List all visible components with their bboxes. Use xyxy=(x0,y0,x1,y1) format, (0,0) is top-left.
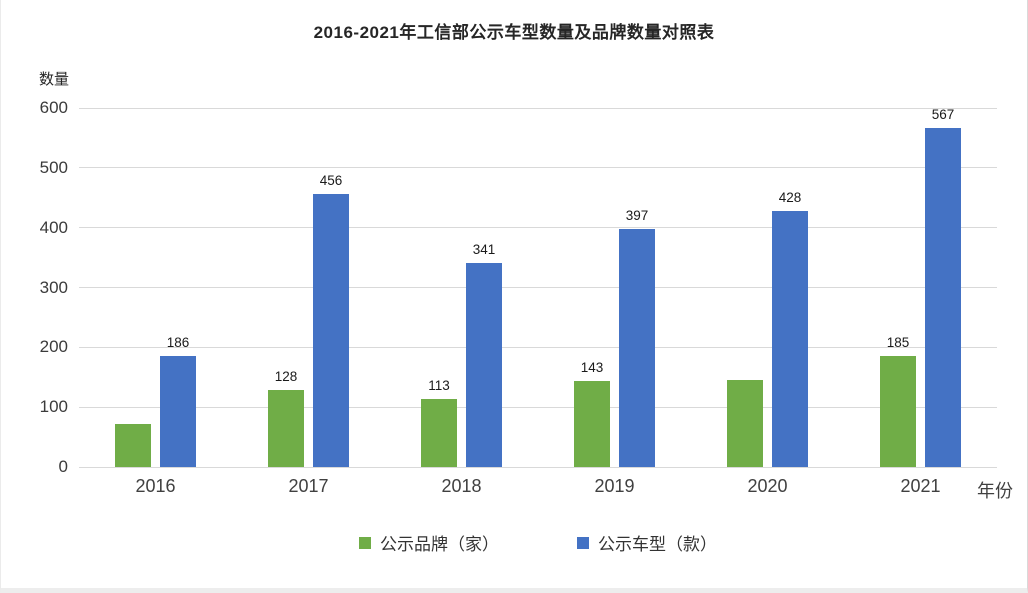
chart-title: 2016-2021年工信部公示车型数量及品牌数量对照表 xyxy=(313,23,715,42)
y-tick-label-100: 100 xyxy=(39,397,68,417)
gridline-300 xyxy=(79,287,997,288)
legend-swatch-icon xyxy=(577,536,589,549)
bar-公示品牌（家）-2018 xyxy=(421,399,457,467)
x-tick-label-2016: 2016 xyxy=(135,476,176,496)
data-label-2019-1: 397 xyxy=(625,208,649,223)
data-label-2021-0: 185 xyxy=(886,335,910,350)
y-tick-label-600: 600 xyxy=(39,98,68,117)
plot-area: 186 128 456 113 341 143 397 428 185 567 xyxy=(79,107,997,468)
x-axis-title: 年份 xyxy=(977,481,1013,501)
legend-swatch-icon xyxy=(359,536,371,549)
x-tick-label-2020: 2020 xyxy=(747,476,788,496)
x-tick-label-2018: 2018 xyxy=(441,476,482,496)
gridline-200 xyxy=(79,346,997,348)
y-tick-label-200: 200 xyxy=(39,337,68,357)
bar-公示车型（款）-2019 xyxy=(619,229,655,467)
bar-公示品牌（家）-2019 xyxy=(574,381,610,467)
gridline-0 xyxy=(79,466,997,468)
y-tick-label-0: 0 xyxy=(58,457,68,476)
y-tick-label-300: 300 xyxy=(39,277,68,297)
bar-公示车型（款）-2017 xyxy=(313,194,349,467)
x-tick-label-2017: 2017 xyxy=(288,476,329,496)
gridline-500 xyxy=(79,167,997,169)
legend-label: 公示品牌（家） xyxy=(380,535,499,554)
legend-item-公示品牌（家）: 公示品牌（家） xyxy=(359,530,499,555)
data-label-2017-0: 128 xyxy=(274,369,298,384)
gridline-400 xyxy=(79,227,997,229)
y-tick-label-500: 500 xyxy=(39,157,68,177)
legend: 公示品牌（家） 公示车型（款） xyxy=(79,530,997,555)
bar-公示品牌（家）-2020 xyxy=(727,380,763,467)
bar-公示车型（款）-2018 xyxy=(466,263,502,467)
data-label-2017-1: 456 xyxy=(319,173,343,188)
gridline-600 xyxy=(79,107,997,109)
data-label-2019-0: 143 xyxy=(580,360,604,375)
bar-公示品牌（家）-2016 xyxy=(115,424,151,467)
x-tick-label-2019: 2019 xyxy=(594,476,635,496)
bar-公示品牌（家）-2021 xyxy=(880,356,916,467)
x-tick-label-2021: 2021 xyxy=(900,476,941,496)
data-label-2016-1: 186 xyxy=(166,335,190,350)
y-axis-title: 数量 xyxy=(39,71,70,88)
data-label-2018-1: 341 xyxy=(472,242,496,257)
legend-label: 公示车型（款） xyxy=(598,535,717,554)
gridline-100 xyxy=(79,406,997,408)
legend-item-公示车型（款）: 公示车型（款） xyxy=(577,530,717,555)
bar-公示车型（款）-2020 xyxy=(772,211,808,467)
data-label-2021-1: 567 xyxy=(931,107,955,122)
bar-公示品牌（家）-2017 xyxy=(268,390,304,467)
data-label-2018-0: 113 xyxy=(428,378,450,393)
data-label-2020-1: 428 xyxy=(778,190,802,205)
y-tick-label-400: 400 xyxy=(39,217,68,237)
bar-公示车型（款）-2021 xyxy=(925,128,961,467)
bar-公示车型（款）-2016 xyxy=(160,356,196,467)
